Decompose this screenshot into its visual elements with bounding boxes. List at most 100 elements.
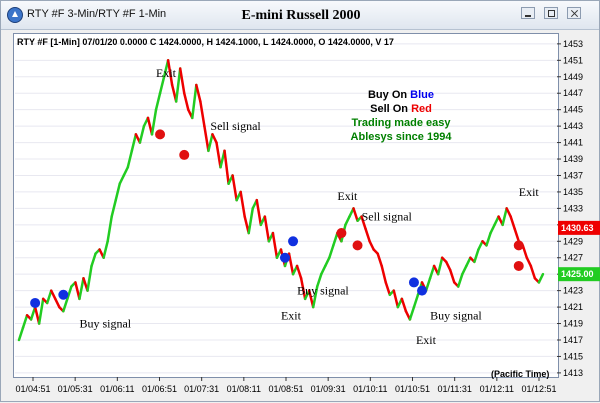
y-tick-label: 1421 <box>563 302 583 312</box>
price-segment <box>62 297 69 313</box>
price-segment <box>461 264 468 276</box>
price-label-box <box>558 220 600 235</box>
bar-info-line: RTY #F [1-Min] 07/01/20 0.0000 C 1424.00… <box>17 37 394 47</box>
y-tick-label: 1443 <box>563 121 583 131</box>
price-segment <box>444 260 452 272</box>
title-bar[interactable]: RTY #F 3-Min/RTY #F 1-Min <box>1 1 599 30</box>
price-segment <box>380 264 387 284</box>
annotation-label: Exit <box>156 66 177 80</box>
restore-icon[interactable] <box>544 7 558 19</box>
x-tick-label: 01/12:11 <box>480 384 514 394</box>
y-tick-label: 1433 <box>563 203 583 213</box>
price-segment <box>203 124 210 153</box>
price-segment <box>412 293 420 309</box>
annotation-label: Exit <box>519 185 540 199</box>
exit-marker <box>513 240 524 251</box>
price-segment <box>344 215 351 227</box>
y-tick-label: 1419 <box>563 319 583 329</box>
price-segment <box>525 256 533 268</box>
annotation-label: Exit <box>281 308 302 322</box>
price-segment <box>78 277 85 301</box>
legend-buy-prefix: Buy On <box>367 89 411 101</box>
annotation-label: Sell signal <box>210 119 261 133</box>
price-segment <box>199 100 206 128</box>
price-segment <box>332 231 339 247</box>
minimize-icon[interactable] <box>521 7 535 19</box>
price-segment <box>360 215 367 231</box>
annotation-label: Buy signal <box>297 284 349 298</box>
y-tick-label: 1441 <box>563 138 583 148</box>
price-segment <box>86 264 93 292</box>
annotation-label: Sell signal <box>362 210 413 224</box>
y-tick-label: 1451 <box>563 55 583 65</box>
price-segment <box>501 207 508 227</box>
x-tick-label: 01/08:11 <box>227 384 261 394</box>
buy-marker <box>417 285 428 296</box>
price-segment <box>315 272 323 288</box>
price-segment <box>368 240 375 251</box>
price-segment <box>537 272 545 284</box>
price-segment <box>118 174 126 185</box>
price-segment <box>400 297 408 313</box>
x-tick-label: 01/11:31 <box>437 384 471 394</box>
x-tick-label: 01/06:11 <box>100 384 134 394</box>
price-segment <box>130 133 138 153</box>
price-segment <box>247 207 255 235</box>
legend-buy-word: Blue <box>410 89 434 101</box>
price-series <box>17 59 545 342</box>
price-segment <box>110 198 117 218</box>
chart-app-icon[interactable] <box>7 7 23 23</box>
buy-marker <box>408 277 419 288</box>
window-title: RTY #F 3-Min/RTY #F 1-Min <box>27 8 167 20</box>
price-segment <box>122 166 130 177</box>
price-segment <box>138 124 146 144</box>
price-segment <box>448 268 456 284</box>
price-label-text: 1430.63 <box>561 223 594 233</box>
price-segment <box>255 198 263 227</box>
buy-marker <box>288 236 299 247</box>
annotation-label: Exit <box>416 333 437 347</box>
price-segment <box>324 256 331 268</box>
price-segment <box>223 149 230 185</box>
x-tick-label: 01/09:31 <box>311 384 346 394</box>
price-segment <box>174 67 182 103</box>
sell-marker <box>352 240 363 251</box>
exit-marker <box>336 228 347 239</box>
price-segment <box>311 285 319 309</box>
price-segment <box>295 264 303 280</box>
buy-marker <box>30 297 41 308</box>
close-icon[interactable] <box>567 7 581 19</box>
price-segment <box>195 83 202 103</box>
price-labels: 1430.63 1425.00 <box>558 220 600 282</box>
price-segment <box>106 215 113 243</box>
price-segment <box>352 207 359 222</box>
price-segment <box>49 289 57 301</box>
x-tick-label: 01/12:51 <box>521 384 556 394</box>
price-segment <box>45 289 53 305</box>
legend-tagline: Trading made easy <box>351 117 451 129</box>
price-segment <box>17 326 25 342</box>
price-label-text: 1425.00 <box>561 269 594 279</box>
annotation-label: Buy signal <box>430 308 482 322</box>
price-segment <box>485 231 492 247</box>
price-segment <box>178 67 186 95</box>
price-segment <box>509 215 516 231</box>
price-segment <box>215 141 222 169</box>
price-segment <box>457 272 464 288</box>
y-tick-label: 1437 <box>563 170 583 180</box>
legend-sell-prefix: Sell On <box>370 103 412 115</box>
price-segment <box>207 133 214 153</box>
buy-marker <box>58 289 69 300</box>
y-tick-label: 1445 <box>563 105 583 115</box>
y-tick-label: 1447 <box>563 88 583 98</box>
price-segment <box>66 285 73 301</box>
price-segment <box>150 108 158 136</box>
x-tick-label: 01/04:51 <box>15 384 50 394</box>
y-tick-label: 1427 <box>563 253 583 263</box>
annotation-label: Exit <box>337 189 358 203</box>
y-tick-label: 1435 <box>563 187 583 197</box>
price-segment <box>328 244 335 259</box>
price-segment <box>102 240 109 259</box>
price-segment <box>384 281 392 296</box>
